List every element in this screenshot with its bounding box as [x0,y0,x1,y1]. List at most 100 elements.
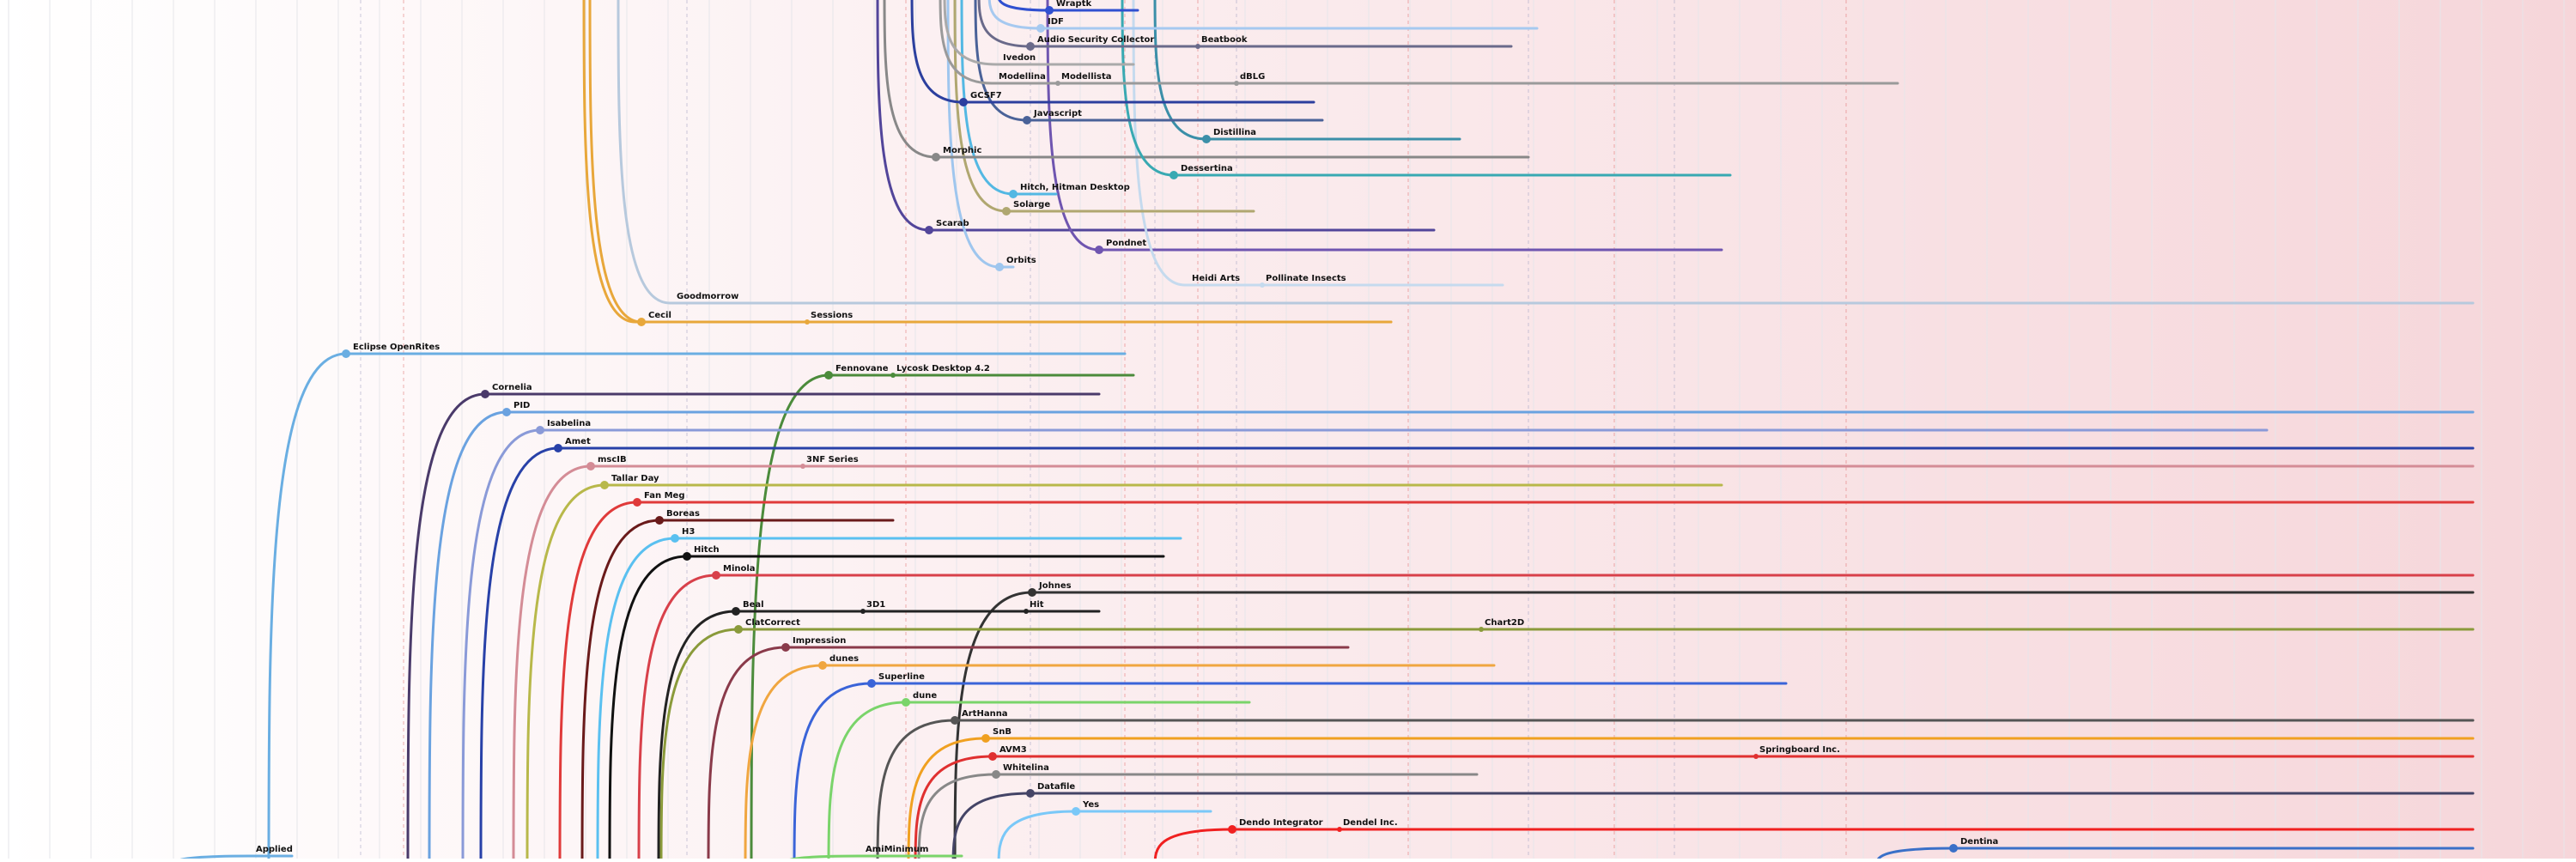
branch-node [342,349,350,358]
branch-label: Dentina [1960,837,1998,847]
branch-label: Pondnet [1106,239,1146,248]
branch-node [992,770,1000,779]
branch-label: Yes [1082,800,1099,810]
branch-node [818,661,827,670]
branch-line [974,0,1324,122]
branch-node [1072,807,1080,816]
branch-node [712,571,720,580]
branch-label: Morphic [943,146,981,155]
branch-label: Orbits [1006,256,1036,265]
branch-node [824,371,833,379]
branch-label: Chart2D [1485,618,1524,628]
branch-label: Ivedon [1003,53,1036,63]
branch-label: Scarab [936,219,969,228]
branch-label: ArtHanna [962,709,1008,719]
branch-node [1170,171,1178,179]
branch-label: Dessertina [1181,164,1233,173]
branch-label: Lycosk Desktop 4.2 [896,364,990,373]
branch-line [406,392,1101,862]
branch-line [659,628,2475,862]
event-node [800,464,805,469]
branch-label: Tallar Day [611,474,659,483]
branch-label: Cecil [648,311,671,320]
branch-line [876,0,1436,232]
branch-node [536,426,544,434]
branch-node [867,679,876,688]
branch-line [707,646,1350,862]
branch-label: Hitch [694,545,720,555]
branch-node [655,516,664,525]
branch-node [481,390,489,398]
branch-line [479,446,2475,862]
branch-label: PID [513,401,530,410]
branch-line [946,0,1015,269]
branch-label: dunes [829,654,859,664]
branch-line [558,501,2475,862]
branch-label: Dendo Integrator [1239,818,1323,828]
branch-label: IDF [1048,17,1064,27]
branch-line [267,352,1127,862]
branch-line [588,0,1393,324]
branch-line [580,519,895,862]
branch-node [959,98,968,106]
branch-line [953,591,2475,862]
branch-label: 3D1 [866,600,885,610]
branch-node [781,643,790,652]
branch-line [744,664,1496,862]
branch-node [586,462,595,470]
branch-node [1036,24,1045,33]
branch-line [461,428,2269,862]
branch-node [734,625,743,634]
branch-label: AmiMinimum [866,845,928,854]
branch-label: GCSF7 [970,91,1002,100]
branch-line [997,810,1212,862]
branch-line [951,792,2475,862]
branch-label: Beal [743,600,764,610]
branch-line [883,0,1530,159]
branch-label: dBLG [1240,72,1265,82]
branch-node [995,263,1004,271]
branch-line [987,0,1539,30]
event-node [1024,609,1029,614]
branch-label: Pollinate Insects [1266,274,1346,283]
branch-node [951,716,959,725]
event-node [1479,627,1484,632]
branch-line [608,555,1165,862]
branch-label: Hit [1030,600,1044,610]
branch-node [1009,190,1018,198]
branch-node [600,481,609,489]
branch-label: Dendel Inc. [1343,818,1398,828]
branch-label: Isabelina [547,419,591,428]
branch-line [914,755,2475,862]
branch-label: Johnes [1038,581,1072,591]
branch-node [1228,825,1236,834]
branch-label: Impression [793,636,846,646]
branch-line [907,737,2475,862]
branch-label: dune [913,691,937,701]
branch-label: Beatbook [1201,35,1248,45]
branch-line [960,0,1058,196]
branch-node [988,752,997,761]
branch-lines [172,0,2475,862]
branch-line [910,0,1315,104]
branch-node [633,498,641,507]
branch-label: Boreas [666,509,700,519]
branch-node [981,734,990,743]
event-node [805,319,810,325]
branch-line [428,410,2475,862]
branch-line [617,0,2475,305]
branch-node [1002,207,1011,216]
branch-line [1153,0,1461,141]
branch-line [917,773,1479,862]
branch-label: Sessions [811,311,853,320]
branch-label: Solarge [1013,200,1050,209]
gridlines [8,0,2565,859]
branch-line [953,0,1255,213]
branch-label: Goodmorrow [677,292,738,301]
branch-node [1023,116,1031,124]
branch-label: Minola [723,564,756,574]
event-node [1260,282,1265,288]
branch-node [683,552,691,561]
event-node [1337,827,1342,832]
